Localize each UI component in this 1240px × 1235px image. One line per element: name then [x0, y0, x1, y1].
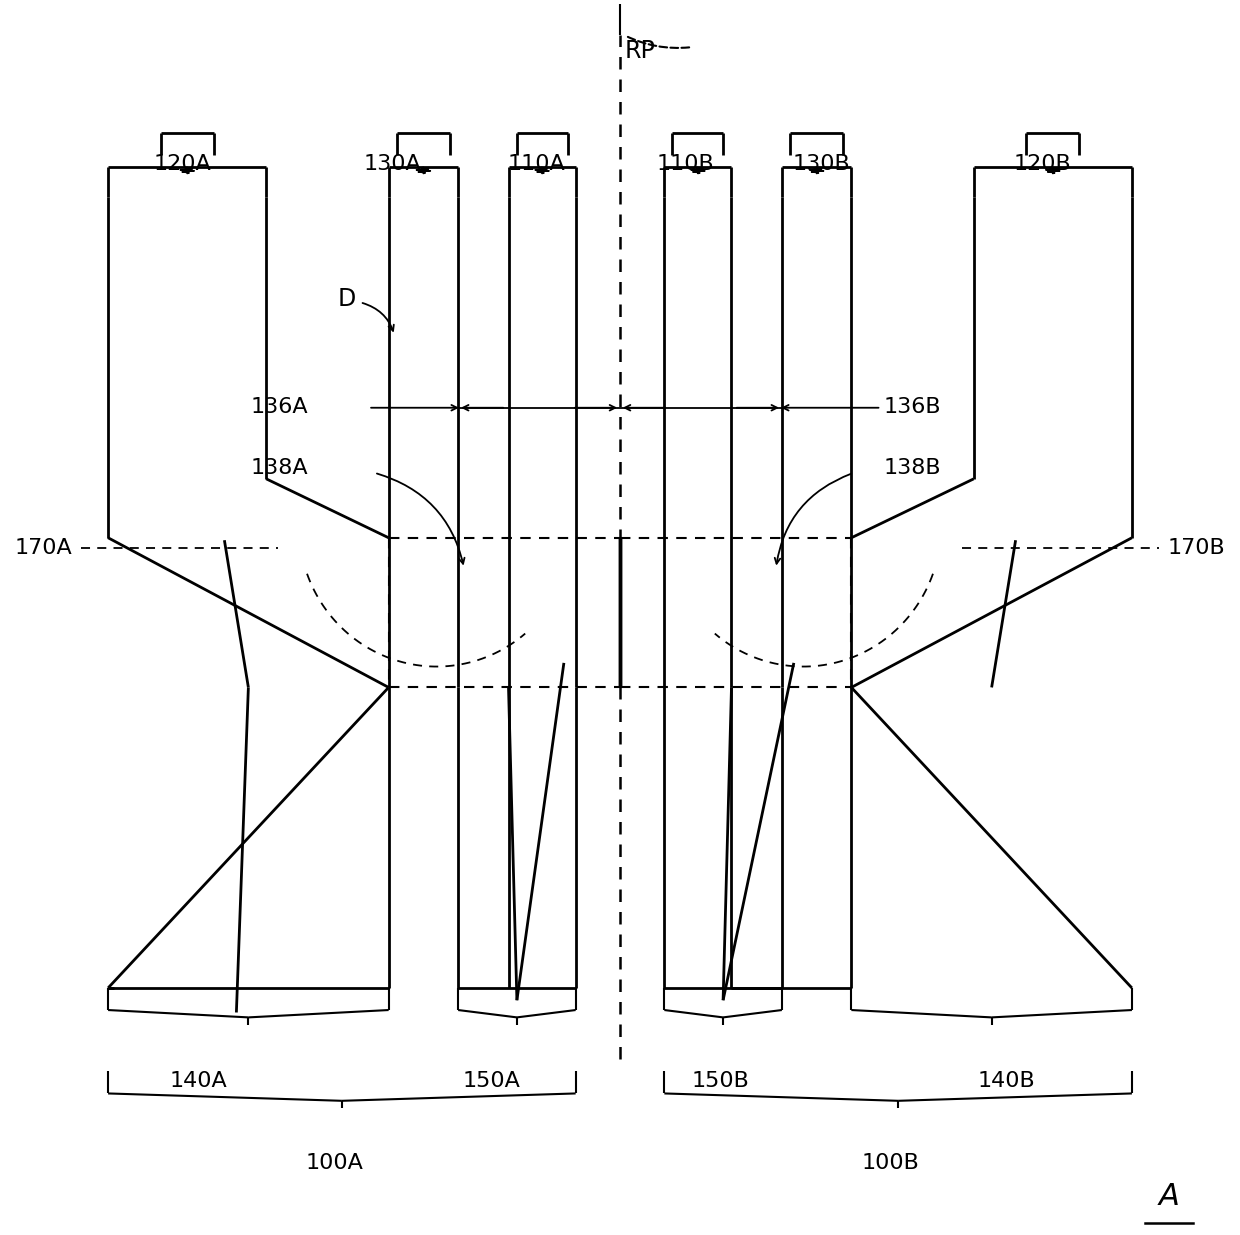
Text: 120A: 120A: [154, 153, 211, 174]
Text: D: D: [337, 287, 356, 310]
Text: 138B: 138B: [884, 458, 941, 478]
Text: A: A: [1158, 1182, 1179, 1212]
Text: 136A: 136A: [250, 396, 309, 416]
Text: 170A: 170A: [15, 537, 72, 557]
Text: 140A: 140A: [169, 1071, 227, 1092]
Text: 170B: 170B: [1168, 537, 1225, 557]
Text: RP: RP: [625, 38, 656, 63]
Text: 110A: 110A: [507, 153, 565, 174]
Text: 130A: 130A: [363, 153, 422, 174]
Text: 100A: 100A: [306, 1153, 363, 1173]
Text: 138A: 138A: [250, 458, 309, 478]
Text: 100B: 100B: [862, 1153, 920, 1173]
Text: 140B: 140B: [977, 1071, 1035, 1092]
Text: 136B: 136B: [884, 396, 941, 416]
Text: 120B: 120B: [1013, 153, 1071, 174]
Text: 150A: 150A: [463, 1071, 521, 1092]
Text: 110B: 110B: [657, 153, 714, 174]
Text: 150B: 150B: [692, 1071, 750, 1092]
Text: 130B: 130B: [792, 153, 851, 174]
